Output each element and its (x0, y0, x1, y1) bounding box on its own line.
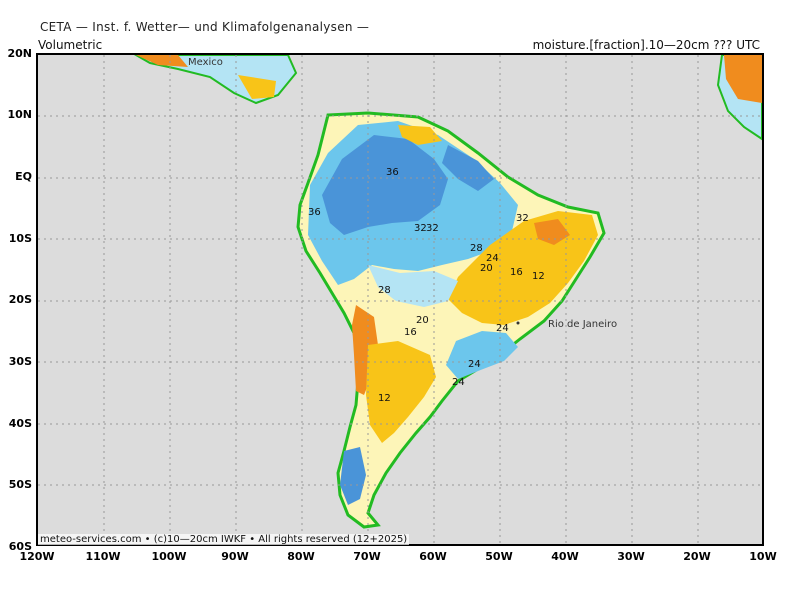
contour-label: 36 (386, 167, 399, 178)
contour-label: 24 (468, 359, 481, 370)
contour-label: 16 (404, 327, 417, 338)
graticule (38, 55, 762, 544)
rio-de-janeiro-label: Rio de Janeiro (548, 319, 617, 330)
central-america-dry-zone (238, 75, 276, 99)
variable-type-label: Volumetric (38, 38, 103, 52)
guiana-very-wet-zone (442, 145, 494, 191)
lon-label-20w: 20W (683, 550, 711, 563)
contour-label: 16 (510, 267, 523, 278)
lat-label-20s: 20S (8, 293, 32, 306)
contour-label: 32 (516, 213, 529, 224)
central-moist-zone (368, 265, 458, 307)
lat-label-20n: 20N (7, 47, 32, 60)
rio-de-janeiro-marker (516, 321, 520, 325)
mexico-label: Mexico (188, 57, 223, 68)
lon-label-10w: 10W (749, 550, 777, 563)
lat-label-60s: 60S (8, 540, 32, 553)
lat-label-10n: 10N (7, 108, 32, 121)
contour-label: 32 (414, 223, 427, 234)
contour-label: 36 (308, 207, 321, 218)
contour-label: 20 (416, 315, 429, 326)
lon-label-70w: 70W (353, 550, 381, 563)
soil-moisture-map: 36 36 32 32 32 28 24 20 16 12 28 20 16 1… (38, 55, 762, 544)
africa-dry-zone (724, 55, 762, 103)
lon-label-120w: 120W (19, 550, 55, 563)
amazon-very-wet-zone (322, 135, 448, 235)
lat-label-40s: 40S (8, 417, 32, 430)
southern-andes-wet-zone (340, 447, 366, 505)
lat-label-10s: 10S (8, 232, 32, 245)
contour-label: 24 (496, 323, 509, 334)
lon-label-40w: 40W (551, 550, 579, 563)
header-title: CETA — Inst. f. Wetter— und Klimafolgena… (40, 20, 370, 34)
contour-label: 28 (470, 243, 483, 254)
contour-label: 12 (532, 271, 545, 282)
lon-label-90w: 90W (221, 550, 249, 563)
variable-description-label: moisture.[fraction].10—20cm ??? UTC (532, 38, 760, 52)
lat-label-50s: 50S (8, 478, 32, 491)
lat-label-eq: EQ (15, 170, 32, 183)
contour-label: 12 (378, 393, 391, 404)
mexico-dry-zone (136, 55, 188, 67)
patagonia-dry-zone (366, 341, 436, 443)
contour-label: 32 (426, 223, 439, 234)
map-frame: 36 36 32 32 32 28 24 20 16 12 28 20 16 1… (36, 53, 764, 546)
contour-label: 24 (486, 253, 499, 264)
lon-label-30w: 30W (617, 550, 645, 563)
footer-credit: meteo-services.com • (c)10—20cm IWKF • A… (38, 534, 410, 545)
lon-label-110w: 110W (85, 550, 121, 563)
contour-label: 20 (480, 263, 493, 274)
contour-label: 28 (378, 285, 391, 296)
lon-label-80w: 80W (287, 550, 315, 563)
lat-label-30s: 30S (8, 355, 32, 368)
contour-label: 24 (452, 377, 465, 388)
lon-label-100w: 100W (151, 550, 187, 563)
lon-label-50w: 50W (485, 550, 513, 563)
venezuela-dry-zone (398, 125, 442, 145)
lon-label-60w: 60W (419, 550, 447, 563)
